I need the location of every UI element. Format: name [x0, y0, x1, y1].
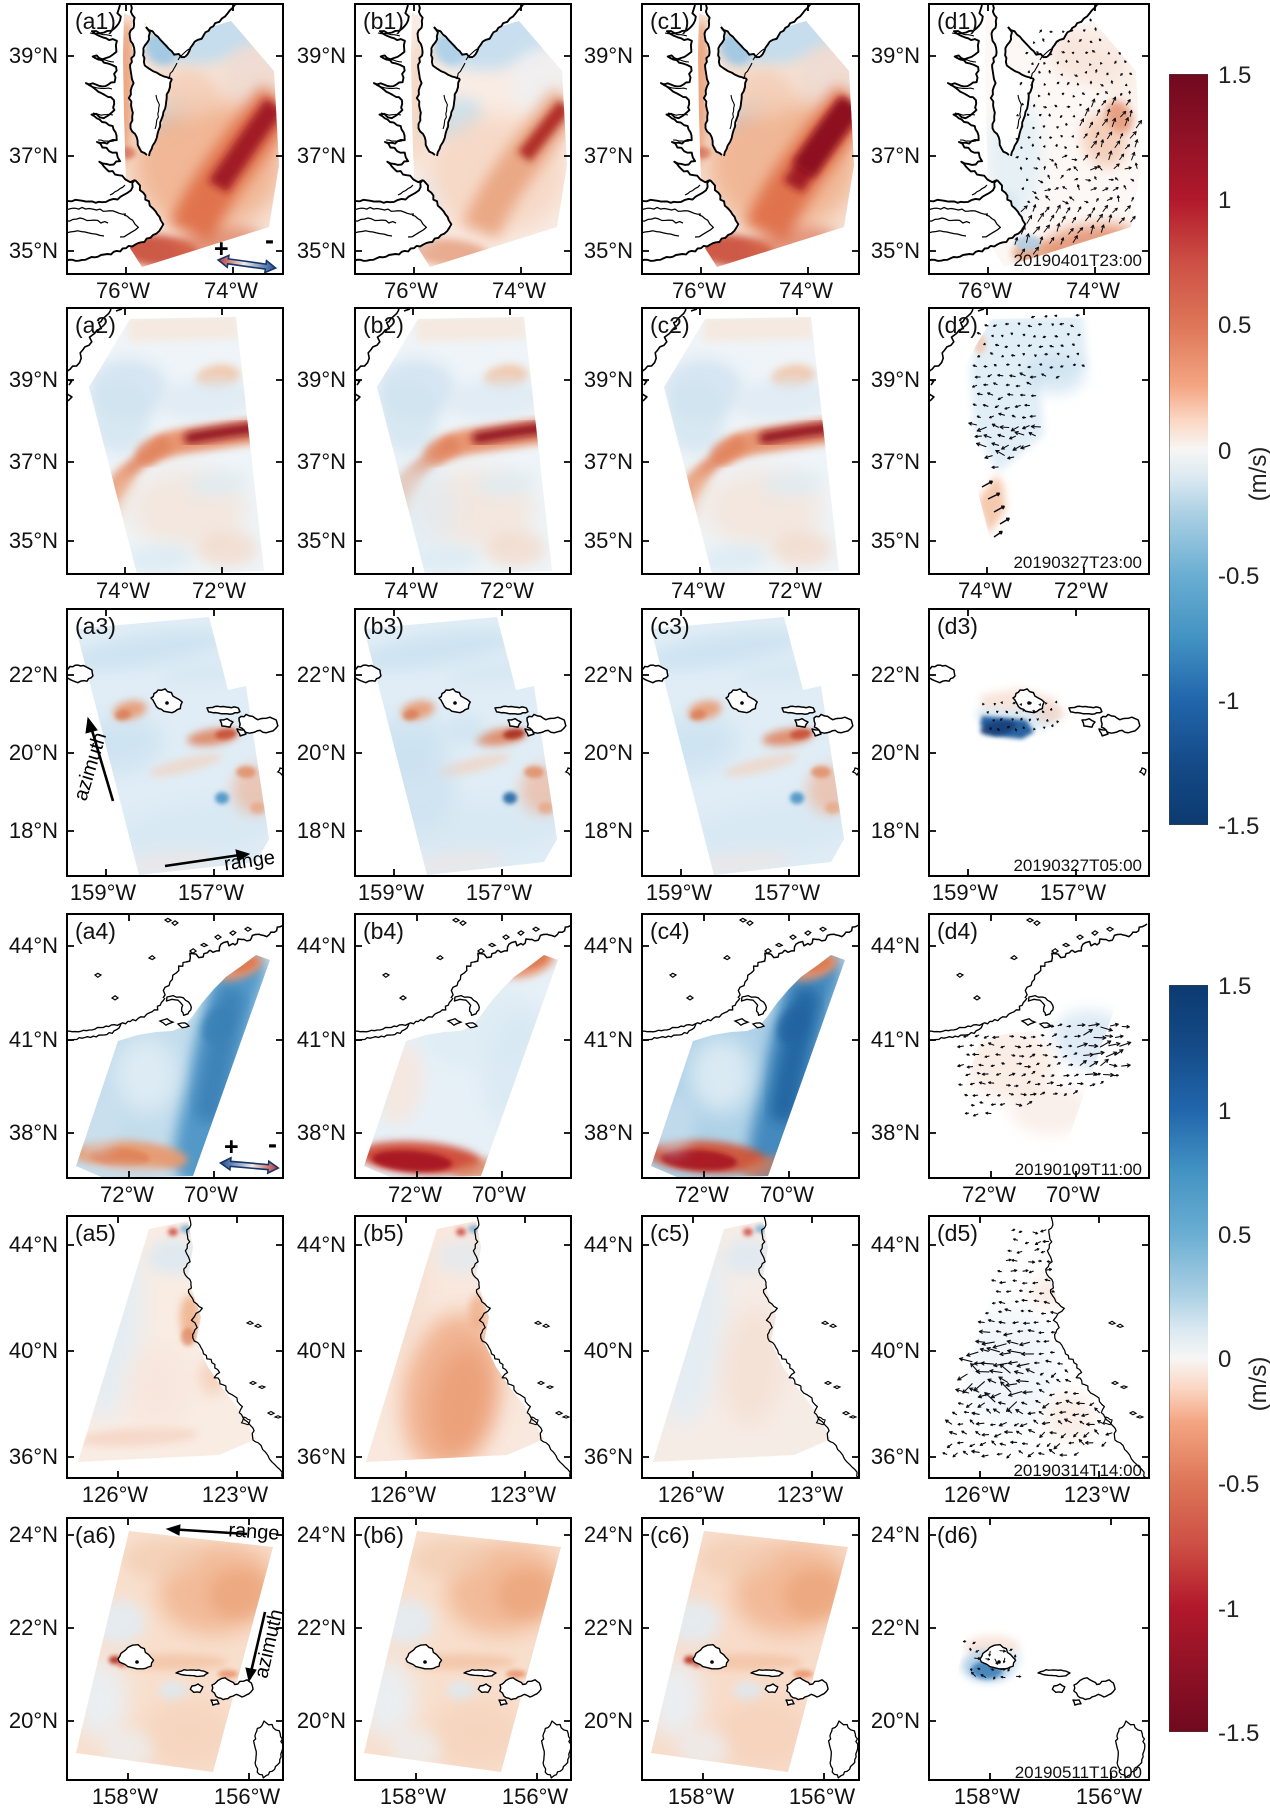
- svg-text:20190314T14:00: 20190314T14:00: [1013, 1461, 1142, 1477]
- svg-text:(d1): (d1): [937, 8, 978, 34]
- svg-text:range: range: [227, 1519, 280, 1545]
- svg-text:(d2): (d2): [937, 312, 978, 338]
- svg-text:(d5): (d5): [937, 1220, 978, 1246]
- svg-text:(c5): (c5): [650, 1220, 690, 1246]
- svg-text:20190109T11:00: 20190109T11:00: [1014, 1160, 1141, 1177]
- svg-text:azimuth: azimuth: [69, 730, 111, 803]
- svg-text:(a4): (a4): [75, 918, 116, 944]
- svg-text:(b3): (b3): [363, 613, 404, 639]
- svg-text:(c6): (c6): [650, 1522, 690, 1548]
- svg-text:(b4): (b4): [363, 918, 404, 944]
- svg-text:20190401T23:00: 20190401T23:00: [1013, 251, 1142, 270]
- svg-text:20190327T23:00: 20190327T23:00: [1013, 553, 1142, 572]
- svg-text:(a6): (a6): [75, 1522, 116, 1548]
- svg-text:(b6): (b6): [363, 1522, 404, 1548]
- svg-text:+: +: [214, 235, 229, 263]
- svg-text:(m/s): (m/s): [1245, 1357, 1270, 1412]
- svg-text:(c1): (c1): [650, 8, 690, 34]
- svg-text:20190327T05:00: 20190327T05:00: [1013, 856, 1142, 875]
- svg-text:+: +: [224, 1133, 239, 1161]
- svg-text:(a3): (a3): [75, 613, 116, 639]
- svg-text:(d4): (d4): [937, 918, 978, 944]
- svg-text:-: -: [265, 225, 274, 255]
- svg-text:(b1): (b1): [363, 8, 404, 34]
- svg-text:(c4): (c4): [650, 918, 690, 944]
- svg-text:(a2): (a2): [75, 312, 116, 338]
- svg-text:(b5): (b5): [363, 1220, 404, 1246]
- svg-text:(a1): (a1): [75, 8, 116, 34]
- svg-text:(c3): (c3): [650, 613, 690, 639]
- svg-text:(c2): (c2): [650, 312, 690, 338]
- svg-text:-: -: [268, 1129, 277, 1159]
- svg-text:(a5): (a5): [75, 1220, 116, 1246]
- svg-text:(d3): (d3): [937, 613, 978, 639]
- svg-text:(d6): (d6): [937, 1522, 978, 1548]
- svg-text:(b2): (b2): [363, 312, 404, 338]
- svg-text:(m/s): (m/s): [1245, 447, 1270, 502]
- svg-text:20190511T16:00: 20190511T16:00: [1014, 1763, 1141, 1779]
